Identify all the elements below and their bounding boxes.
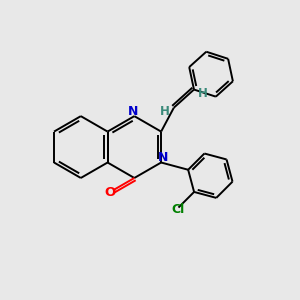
Text: O: O [104, 186, 116, 199]
Text: H: H [160, 105, 170, 118]
Text: N: N [128, 105, 138, 118]
Text: N: N [158, 151, 169, 164]
Text: H: H [198, 87, 208, 100]
Text: Cl: Cl [172, 202, 185, 215]
